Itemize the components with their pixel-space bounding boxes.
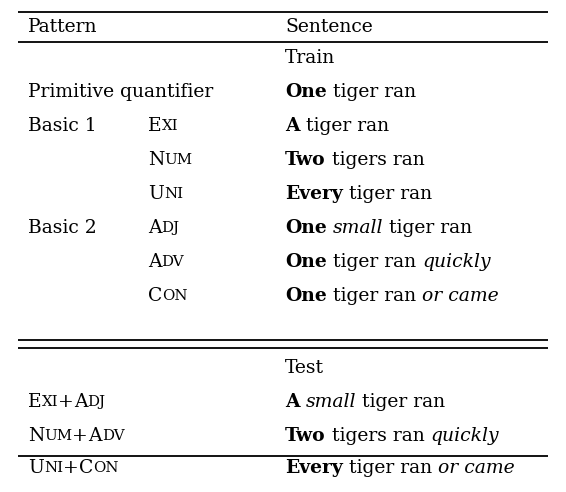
Text: One: One xyxy=(285,219,327,237)
Text: UM: UM xyxy=(164,153,192,167)
Text: Test: Test xyxy=(285,359,324,377)
Text: XI: XI xyxy=(42,395,58,409)
Text: tiger ran: tiger ran xyxy=(356,393,445,411)
Text: Basic 2: Basic 2 xyxy=(28,219,97,237)
Text: quickly: quickly xyxy=(430,427,499,445)
Text: U: U xyxy=(148,185,164,203)
Text: C: C xyxy=(148,287,162,305)
Text: Train: Train xyxy=(285,49,335,67)
Text: One: One xyxy=(285,83,327,101)
Text: ON: ON xyxy=(93,461,119,475)
Text: quickly: quickly xyxy=(422,253,491,271)
Text: +: + xyxy=(72,427,88,445)
Text: or came: or came xyxy=(438,459,514,477)
Text: E: E xyxy=(28,393,42,411)
Text: DJ: DJ xyxy=(88,395,106,409)
Text: Two: Two xyxy=(285,151,325,169)
Text: NI: NI xyxy=(164,187,183,201)
Text: DV: DV xyxy=(161,255,184,269)
Text: E: E xyxy=(148,117,162,135)
Text: tiger ran: tiger ran xyxy=(327,83,416,101)
Text: N: N xyxy=(28,427,44,445)
Text: tiger ran: tiger ran xyxy=(327,287,422,305)
Text: UM: UM xyxy=(44,429,72,443)
Text: tiger ran: tiger ran xyxy=(327,253,422,271)
Text: tiger ran: tiger ran xyxy=(343,459,438,477)
Text: A: A xyxy=(148,219,161,237)
Text: tigers ran: tigers ran xyxy=(325,427,430,445)
Text: NI: NI xyxy=(44,461,63,475)
Text: One: One xyxy=(285,253,327,271)
Text: DJ: DJ xyxy=(161,221,179,235)
Text: or came: or came xyxy=(422,287,499,305)
Text: +: + xyxy=(58,393,74,411)
Text: +: + xyxy=(63,459,79,477)
Text: Sentence: Sentence xyxy=(285,18,373,36)
Text: ON: ON xyxy=(162,289,188,303)
Text: tiger ran: tiger ran xyxy=(343,185,432,203)
Text: N: N xyxy=(148,151,164,169)
Text: small: small xyxy=(333,219,383,237)
Text: Every: Every xyxy=(285,185,343,203)
Text: One: One xyxy=(285,287,327,305)
Text: Two: Two xyxy=(285,427,325,445)
Text: A: A xyxy=(285,393,299,411)
Text: Every: Every xyxy=(285,459,343,477)
Text: A: A xyxy=(148,253,161,271)
Text: XI: XI xyxy=(162,119,178,133)
Text: tiger ran: tiger ran xyxy=(383,219,473,237)
Text: DV: DV xyxy=(102,429,125,443)
Text: tiger ran: tiger ran xyxy=(299,117,389,135)
Text: U: U xyxy=(28,459,44,477)
Text: tigers ran: tigers ran xyxy=(325,151,424,169)
Text: A: A xyxy=(74,393,88,411)
Text: Primitive quantifier: Primitive quantifier xyxy=(28,83,213,101)
Text: C: C xyxy=(79,459,93,477)
Text: A: A xyxy=(88,427,102,445)
Text: Pattern: Pattern xyxy=(28,18,97,36)
Text: A: A xyxy=(285,117,299,135)
Text: small: small xyxy=(306,393,356,411)
Text: Basic 1: Basic 1 xyxy=(28,117,97,135)
